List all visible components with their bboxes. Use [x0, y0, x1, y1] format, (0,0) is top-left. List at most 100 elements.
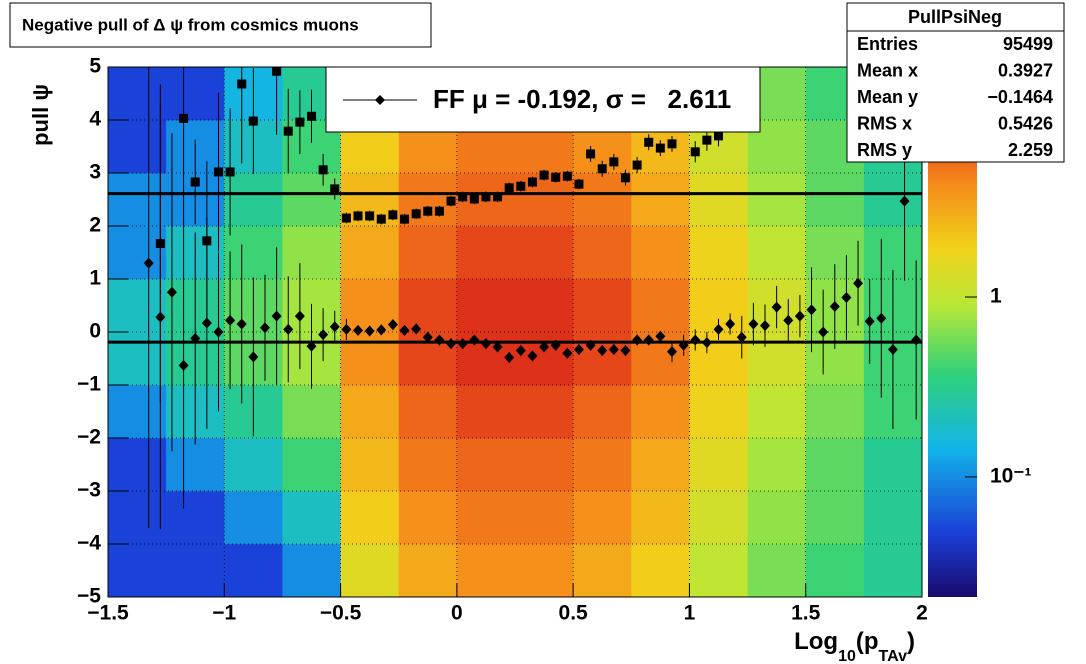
y-tick-label: 2 — [89, 214, 101, 237]
diamond-marker — [411, 323, 422, 335]
heat-cell — [108, 67, 167, 121]
x-label-part: 10 — [838, 648, 856, 664]
stats-label: Entries — [857, 34, 918, 54]
square-marker — [493, 192, 503, 202]
diamond-marker — [294, 310, 305, 322]
square-marker — [190, 177, 200, 187]
diamond-marker — [736, 331, 747, 343]
heat-cell — [631, 491, 690, 545]
heat-cell — [456, 226, 516, 280]
square-marker — [527, 177, 537, 187]
square-marker — [213, 167, 223, 177]
diamond-marker — [225, 314, 236, 326]
diamond-marker — [306, 340, 317, 352]
heat-cell — [282, 385, 341, 439]
heat-cell — [108, 120, 167, 174]
x-tick-label: −1 — [212, 602, 236, 625]
heat-cell — [631, 385, 690, 439]
diamond-marker — [911, 334, 922, 346]
heat-cell — [515, 438, 574, 492]
square-marker — [423, 206, 433, 216]
heat-cell — [282, 544, 341, 597]
square-marker — [365, 211, 375, 221]
heat-cell — [456, 491, 516, 545]
x-tick-label: 0.5 — [559, 602, 589, 625]
diamond-marker — [341, 323, 352, 335]
square-marker — [341, 213, 351, 223]
diamond-marker — [271, 310, 282, 322]
diamond-marker — [690, 334, 701, 346]
square-marker — [225, 167, 235, 177]
diamond-marker — [178, 359, 189, 371]
heat-cell — [805, 544, 865, 597]
heat-cell — [108, 173, 167, 227]
square-marker — [504, 183, 514, 193]
profiles — [108, 66, 922, 530]
square-marker — [411, 209, 421, 219]
diamond-marker — [748, 318, 759, 330]
diamond-marker — [457, 338, 468, 350]
square-marker — [597, 164, 607, 174]
heat-cell — [631, 173, 690, 227]
square-marker — [446, 196, 456, 206]
title-box — [9, 2, 432, 48]
heat-cell — [108, 332, 167, 386]
stats-rows: Entries 95499 Mean x 0.3927 Mean y −0.1464 RMS… — [857, 34, 1053, 160]
square-marker — [376, 214, 386, 224]
heat-cell — [573, 279, 632, 333]
square-marker — [272, 66, 282, 76]
square-marker — [667, 139, 677, 149]
diamond-marker — [643, 334, 654, 346]
heat-cell — [863, 544, 922, 597]
y-axis-label: pull ψ — [28, 84, 53, 146]
diamond-marker — [480, 338, 491, 350]
square-marker — [539, 170, 549, 180]
heat-cell — [340, 491, 400, 545]
heat-cell — [282, 226, 341, 280]
y-tick-label: 0 — [89, 320, 101, 343]
square-marker — [388, 210, 398, 220]
y-tick-label: 3 — [89, 161, 101, 184]
heat-cell — [805, 385, 865, 439]
heat-cell — [456, 544, 516, 597]
diamond-marker — [539, 341, 550, 353]
diamond-marker — [585, 339, 596, 351]
diamond-marker — [550, 339, 561, 351]
heat-cell — [456, 279, 516, 333]
heat-cell — [515, 385, 574, 439]
heat-cell — [573, 544, 632, 597]
square-marker — [574, 179, 584, 189]
diamond-marker — [899, 195, 910, 207]
heat-cell — [805, 438, 865, 492]
diamond-marker — [259, 322, 270, 334]
x-label-part: TAv — [879, 648, 908, 664]
square-marker — [469, 194, 479, 204]
heat-cell — [166, 491, 225, 545]
heat-cell — [282, 491, 341, 545]
heat-cell — [340, 438, 400, 492]
heat-cell — [282, 438, 341, 492]
heat-cell — [747, 226, 807, 280]
x-label-part: (p — [856, 628, 879, 655]
diamond-marker — [562, 347, 573, 359]
x-tick-label: 0 — [451, 602, 463, 625]
square-marker — [644, 137, 654, 147]
diamond-marker — [829, 301, 840, 313]
diamond-marker — [166, 286, 177, 298]
diamond-marker — [597, 345, 608, 357]
diamond-marker — [399, 324, 410, 336]
heat-cell — [805, 173, 865, 227]
heat-cell — [340, 226, 400, 280]
square-marker — [620, 173, 630, 183]
square-marker — [307, 111, 316, 121]
diamond-marker — [853, 277, 864, 289]
diamond-marker — [283, 323, 294, 335]
heat-cell — [689, 491, 748, 545]
stats-label: RMS y — [857, 140, 912, 160]
heat-cell — [224, 438, 283, 492]
diamond-marker — [353, 324, 364, 336]
diamond-marker — [771, 301, 782, 313]
heat-cell — [863, 173, 922, 227]
heat-cell — [282, 173, 341, 227]
y-tick-label: −2 — [77, 426, 101, 449]
